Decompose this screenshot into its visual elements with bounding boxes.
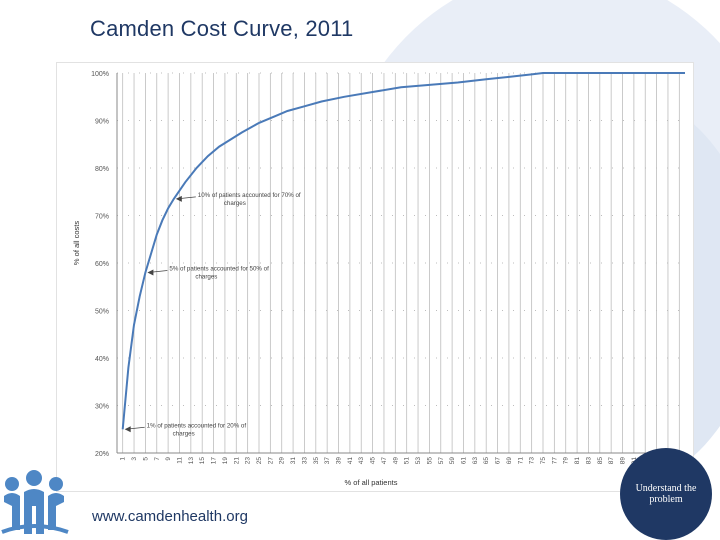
x-tick-label: 73 xyxy=(529,457,536,465)
x-tick-label: 45 xyxy=(370,457,377,465)
annotation-arrowhead xyxy=(175,195,182,202)
y-tick-label: 60% xyxy=(95,261,109,268)
x-tick-label: 17 xyxy=(211,457,218,465)
y-tick-label: 70% xyxy=(95,214,109,221)
y-tick-label: 30% xyxy=(95,404,109,411)
annotation-label-line2: charges xyxy=(224,200,246,207)
x-tick-label: 53 xyxy=(415,457,422,465)
x-tick-label: 1 xyxy=(120,457,127,461)
y-tick-label: 100% xyxy=(91,71,109,78)
x-tick-label: 51 xyxy=(404,457,411,465)
annotation-arrowhead xyxy=(124,426,131,433)
x-tick-label: 55 xyxy=(426,457,433,465)
x-tick-label: 81 xyxy=(574,457,581,465)
x-tick-label: 9 xyxy=(165,457,172,461)
x-tick-label: 39 xyxy=(336,457,343,465)
annotation-label: 1% of patients accounted for 20% of xyxy=(147,422,247,429)
x-tick-label: 37 xyxy=(324,457,331,465)
x-tick-label: 15 xyxy=(199,457,206,465)
x-tick-label: 77 xyxy=(551,457,558,465)
x-tick-label: 63 xyxy=(472,457,479,465)
x-tick-label: 41 xyxy=(347,457,354,465)
x-tick-label: 13 xyxy=(188,457,195,465)
x-tick-label: 5 xyxy=(142,457,149,461)
annotation-label-line2: charges xyxy=(195,274,217,281)
series-line xyxy=(121,72,685,430)
camden-people-logo-icon xyxy=(1,470,69,534)
x-tick-label: 25 xyxy=(256,457,263,465)
y-tick-label: 90% xyxy=(95,119,109,126)
x-tick-label: 61 xyxy=(460,457,467,465)
slide-title: Camden Cost Curve, 2011 xyxy=(90,16,354,41)
x-tick-label: 21 xyxy=(233,457,240,465)
x-tick-label: 87 xyxy=(608,457,615,465)
x-tick-label: 57 xyxy=(438,457,445,465)
x-tick-label: 85 xyxy=(597,457,604,465)
x-tick-label: 43 xyxy=(358,457,365,465)
x-tick-label: 35 xyxy=(313,457,320,465)
y-tick-label: 40% xyxy=(95,356,109,363)
annotation-arrowhead xyxy=(147,269,154,276)
x-tick-label: 59 xyxy=(449,457,456,465)
footer-url[interactable]: www.camdenhealth.org xyxy=(92,508,248,525)
x-tick-label: 47 xyxy=(381,457,388,465)
x-tick-label: 3 xyxy=(131,457,138,461)
x-tick-label: 89 xyxy=(620,457,627,465)
cost-curve-chart: 20%30%40%50%60%70%80%90%100%1 3 5 7 9 11 13 15 1… xyxy=(72,71,685,487)
x-tick-label: 11 xyxy=(176,457,183,464)
badge-label: Understand the problem xyxy=(635,482,697,506)
x-tick-label: 27 xyxy=(267,457,274,465)
x-tick-label: 75 xyxy=(540,457,547,465)
y-tick-label: 80% xyxy=(95,166,109,173)
annotation-label: 5% of patients accounted for 50% of xyxy=(169,266,269,273)
understand-badge: Understand the problem xyxy=(620,448,712,540)
x-tick-label: 19 xyxy=(222,457,229,465)
chart-frame: 20% 30% 40% 50% 60% 70% 80% 90% 100% 1 3 5 7 9 11 13 15 1… xyxy=(56,62,694,492)
x-tick-label: 69 xyxy=(506,457,513,465)
x-tick-label: 83 xyxy=(585,457,592,465)
annotation-label: 10% of patients accounted for 70% of xyxy=(198,192,301,199)
x-tick-label: 23 xyxy=(245,457,252,465)
x-tick-label: 71 xyxy=(517,457,524,465)
x-tick-label: 29 xyxy=(279,457,286,465)
x-axis-label: % of all patients xyxy=(345,478,398,487)
x-tick-label: 65 xyxy=(483,457,490,465)
x-tick-label: 7 xyxy=(154,457,161,461)
annotation-label-line2: charges xyxy=(173,430,195,437)
x-tick-label: 79 xyxy=(563,457,570,465)
y-tick-label: 50% xyxy=(95,309,109,316)
x-tick-label: 49 xyxy=(392,457,399,465)
y-tick-label: 20% xyxy=(95,451,109,458)
y-axis-label: % of all costs xyxy=(72,221,81,265)
x-tick-label: 33 xyxy=(301,457,308,465)
x-tick-label: 31 xyxy=(290,457,297,465)
x-tick-label: 67 xyxy=(495,457,502,465)
